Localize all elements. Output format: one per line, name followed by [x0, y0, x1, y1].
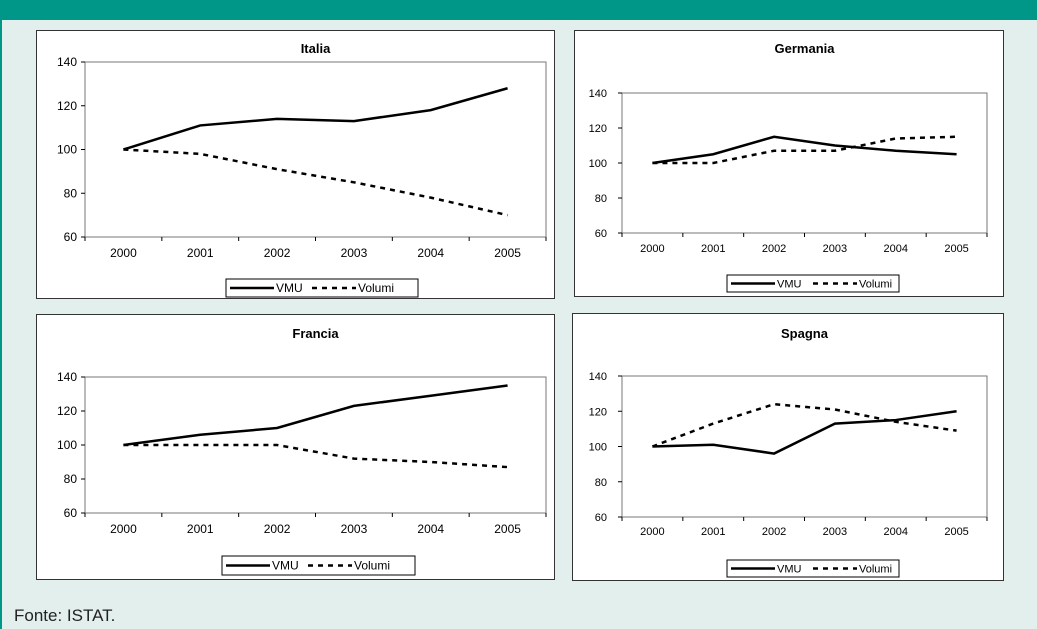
x-tick-label-2003: 2003	[341, 522, 368, 536]
chart-panel-germania: Germania 60 80 100 120 140 2000 2001 2002 2003 200…	[574, 30, 1004, 297]
y-tick-label-100: 100	[57, 438, 77, 452]
series-line-volumi	[123, 148, 508, 217]
y-tick-label-140: 140	[589, 88, 607, 100]
source-note: Fonte: ISTAT.	[14, 606, 116, 625]
y-tick-label-80: 80	[64, 186, 78, 200]
x-tick-label-2005: 2005	[494, 246, 521, 260]
x-tick-label-2002: 2002	[762, 526, 786, 538]
legend-label-vmu: VMU	[777, 564, 802, 576]
series-line-vmu	[123, 87, 508, 151]
y-tick-label-120: 120	[589, 406, 607, 418]
x-tick-label-2004: 2004	[417, 246, 444, 260]
series-line-vmu	[123, 384, 508, 447]
legend-label-vmu: VMU	[777, 279, 802, 291]
chart-title: Italia	[301, 41, 331, 56]
x-tick-label-2000: 2000	[640, 526, 664, 538]
chart-title: Germania	[775, 41, 836, 56]
chart-group: Italia 60 80 100 120 140 2000 2001 2002 2003 2004 2…	[57, 41, 547, 298]
chart-svg: Italia 60 80 100 120 140 2000 2001 2002 2003 2004 2…	[57, 41, 547, 298]
y-tick-label-120: 120	[57, 99, 77, 113]
y-tick-label-80: 80	[595, 477, 607, 489]
x-tick-label-2002: 2002	[264, 246, 291, 260]
x-tick-label-2004: 2004	[417, 522, 444, 536]
chart-panel-francia: Francia 60 80 100 120 140 2000 2001 2002 2003 2004…	[36, 314, 555, 580]
plot-area	[84, 61, 547, 238]
y-tick-label-140: 140	[57, 370, 77, 384]
legend-label-volumi: Volumi	[859, 564, 892, 576]
legend-label-vmu: VMU	[272, 559, 299, 573]
y-tick-label-80: 80	[595, 193, 607, 205]
x-tick-label-2002: 2002	[762, 243, 786, 255]
x-tick-label-2001: 2001	[187, 522, 214, 536]
chart-group: Francia 60 80 100 120 140 2000 2001 2002 2003 2004…	[57, 326, 547, 576]
x-tick-label-2000: 2000	[110, 522, 137, 536]
y-tick-label-60: 60	[64, 506, 78, 520]
x-tick-label-2000: 2000	[640, 243, 664, 255]
y-tick-label-100: 100	[57, 143, 77, 157]
x-tick-label-2001: 2001	[701, 243, 725, 255]
x-tick-label-2001: 2001	[701, 526, 725, 538]
chart-group: Spagna 60 80 100 120 140 2000 2001 2002 2003 2004 2…	[589, 326, 988, 578]
chart-title: Francia	[292, 326, 339, 341]
legend-label-volumi: Volumi	[358, 281, 394, 295]
y-tick-label-60: 60	[64, 230, 78, 244]
series-line-volumi	[123, 443, 508, 469]
y-tick-label-120: 120	[589, 123, 607, 135]
series-line-vmu	[652, 135, 957, 165]
y-tick-label-80: 80	[64, 472, 78, 486]
chart-panel-italia: Italia 60 80 100 120 140 2000 2001 2002 2003 2004 2…	[36, 30, 555, 299]
chart-group: Germania 60 80 100 120 140 2000 2001 2002 2003 200…	[589, 41, 988, 293]
x-tick-label-2005: 2005	[494, 522, 521, 536]
y-tick-label-140: 140	[589, 371, 607, 383]
chart-svg: Germania 60 80 100 120 140 2000 2001 2002 2003 200…	[589, 41, 988, 293]
series-line-vmu	[652, 410, 957, 455]
header-bar	[0, 0, 1037, 20]
x-tick-label-2000: 2000	[110, 246, 137, 260]
x-tick-label-2002: 2002	[264, 522, 291, 536]
x-tick-label-2005: 2005	[944, 526, 968, 538]
y-tick-label-60: 60	[595, 512, 607, 524]
x-tick-label-2005: 2005	[944, 243, 968, 255]
chart-svg: Spagna 60 80 100 120 140 2000 2001 2002 2003 2004 2…	[589, 326, 988, 578]
x-tick-label-2001: 2001	[187, 246, 214, 260]
series-line-volumi	[652, 135, 957, 165]
y-tick-label-100: 100	[589, 442, 607, 454]
x-tick-label-2003: 2003	[823, 243, 847, 255]
chart-title: Spagna	[781, 326, 829, 341]
chart-svg: Francia 60 80 100 120 140 2000 2001 2002 2003 2004…	[57, 326, 547, 576]
x-tick-label-2003: 2003	[341, 246, 368, 260]
y-tick-label-140: 140	[57, 55, 77, 69]
series-line-volumi	[651, 402, 957, 448]
y-tick-label-120: 120	[57, 404, 77, 418]
legend-label-volumi: Volumi	[859, 279, 892, 291]
y-tick-label-60: 60	[595, 228, 607, 240]
legend-label-vmu: VMU	[276, 281, 303, 295]
x-tick-label-2004: 2004	[884, 243, 908, 255]
x-tick-label-2004: 2004	[884, 526, 908, 538]
y-tick-label-100: 100	[589, 158, 607, 170]
chart-panel-spagna: Spagna 60 80 100 120 140 2000 2001 2002 2003 2004 2…	[572, 313, 1004, 581]
legend-label-volumi: Volumi	[354, 559, 390, 573]
x-tick-label-2003: 2003	[823, 526, 847, 538]
frame-border	[0, 20, 2, 629]
